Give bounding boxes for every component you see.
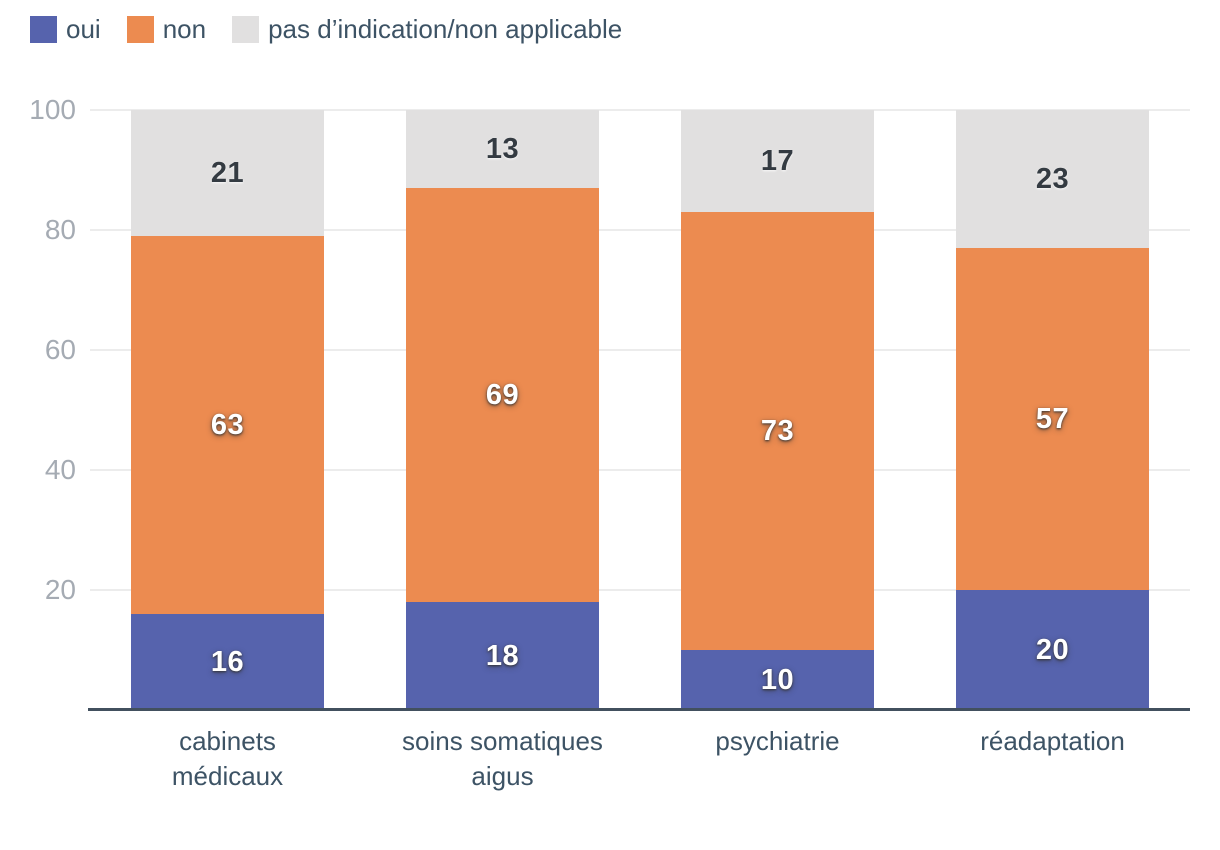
bar-value-label: 10 — [760, 663, 795, 696]
gridline-y40 — [90, 469, 1190, 471]
bar-segment: 57 — [956, 248, 1149, 590]
bar-segment: 69 — [406, 188, 599, 602]
x-category-label: soins somatiques aigus — [402, 726, 603, 791]
x-category-label: psychiatrie — [715, 726, 840, 756]
bar-value-label: 73 — [760, 414, 795, 447]
x-category-slot: psychiatrie — [640, 724, 915, 794]
bar-value-label: 21 — [210, 156, 245, 189]
legend-swatch-pas-indication — [232, 16, 260, 43]
legend-item-pas-indication: pas d’indication/non applicable — [232, 14, 622, 45]
bar-value-label: 69 — [485, 378, 520, 411]
gridline-y80 — [90, 229, 1190, 231]
legend-item-oui: oui — [30, 14, 101, 45]
bar-value-label: 16 — [210, 645, 245, 678]
bar-segment: 23 — [956, 110, 1149, 248]
legend-label-non: non — [162, 14, 207, 44]
bar-1: 21 63 16 — [131, 110, 324, 710]
bar-segment: 73 — [681, 212, 874, 650]
bar-4: 23 57 20 — [956, 110, 1149, 710]
x-category-slot: soins somatiques aigus — [365, 724, 640, 794]
bar-value-label: 57 — [1035, 402, 1070, 435]
x-axis-line — [88, 708, 1190, 711]
x-axis-labels: cabinets médicaux soins somatiques aigus p… — [90, 724, 1190, 794]
y-tick-label-100: 100 — [29, 94, 76, 125]
plot-area: 20 40 60 80 100 21 63 16 13 69 18 17 73 10 23 57 20 — [29, 95, 1190, 710]
bar-value-label: 18 — [485, 639, 520, 672]
legend-label-pas-indication: pas d’indication/non applicable — [268, 14, 623, 44]
bar-value-label: 17 — [760, 144, 795, 177]
x-category-label: réadaptation — [980, 726, 1125, 756]
legend-label-oui: oui — [66, 14, 101, 44]
bar-segment: 20 — [956, 590, 1149, 710]
bar-segment: 17 — [681, 110, 874, 212]
gridline-y20 — [90, 589, 1190, 591]
bar-segment: 16 — [131, 614, 324, 710]
bar-value-label: 63 — [210, 408, 245, 441]
legend-swatch-non — [126, 16, 154, 43]
x-category-label: cabinets médicaux — [171, 726, 284, 791]
bar-segment: 10 — [681, 650, 874, 710]
x-category-slot: réadaptation — [915, 724, 1190, 794]
legend: oui non pas d’indication/non applicable — [30, 14, 622, 45]
gridline-y100 — [90, 109, 1190, 111]
x-category-slot: cabinets médicaux — [90, 724, 365, 794]
bar-value-label: 13 — [485, 132, 520, 165]
bar-segment: 18 — [406, 602, 599, 710]
bar-segment: 13 — [406, 110, 599, 188]
bar-2: 13 69 18 — [406, 110, 599, 710]
bar-value-label: 20 — [1035, 633, 1070, 666]
bar-3: 17 73 10 — [681, 110, 874, 710]
gridline-y60 — [90, 349, 1190, 351]
y-tick-label-60: 60 — [44, 334, 76, 365]
legend-item-non: non — [126, 14, 207, 45]
legend-swatch-oui — [30, 16, 57, 43]
y-tick-label-40: 40 — [44, 454, 76, 485]
y-tick-label-20: 20 — [44, 574, 76, 605]
y-tick-label-80: 80 — [44, 214, 76, 245]
bar-segment: 21 — [131, 110, 324, 236]
bar-value-label: 23 — [1035, 162, 1070, 195]
bar-segment: 63 — [131, 236, 324, 614]
